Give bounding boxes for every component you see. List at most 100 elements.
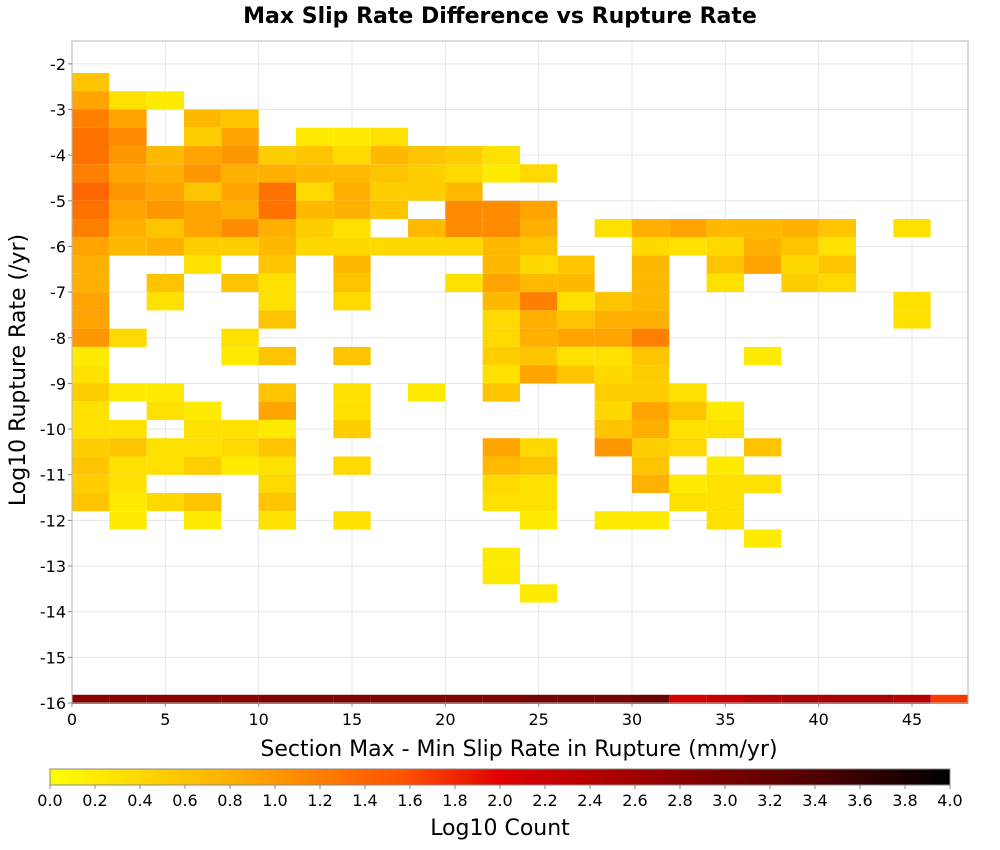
heatmap-cell [706,492,744,512]
heatmap-cell [818,694,856,704]
heatmap-cell [221,694,259,704]
heatmap-cell [781,694,819,704]
y-tick-label: -15 [40,648,66,667]
heatmap-cell [72,419,110,439]
heatmap-cell [221,419,259,439]
heatmap-cell [594,310,632,329]
heatmap-cell [296,146,334,165]
heatmap-cell [744,346,782,366]
heatmap-cell [744,255,782,274]
heatmap-cell [744,694,782,704]
heatmap-cell [744,529,782,548]
heatmap-cell [109,146,147,165]
heatmap-cell [258,182,296,201]
heatmap-cell [258,511,296,530]
heatmap-cell [669,694,707,704]
heatmap-cell [184,164,222,183]
heatmap-cell [221,146,259,165]
heatmap-cell [594,346,632,366]
heatmap-cell [184,219,222,238]
heatmap-cell [184,146,222,165]
heatmap-cell [482,566,520,585]
heatmap-cell [221,127,259,147]
heatmap-cell [258,346,296,366]
heatmap-cell [594,383,632,402]
heatmap-cell [632,328,670,347]
heatmap-cell [520,584,558,603]
heatmap-cell [594,694,632,704]
heatmap-cell [520,237,558,256]
heatmap-cell [221,328,259,347]
heatmap-cell [482,146,520,165]
heatmap-cell [482,547,520,567]
heatmap-cell [632,474,670,493]
heatmap-cell [520,292,558,311]
x-tick-label: 35 [715,710,735,729]
heatmap-cell [893,219,931,238]
heatmap-cell [482,164,520,183]
heatmap-cell [818,255,856,274]
heatmap-cell [109,419,147,439]
heatmap-cell [632,438,670,457]
heatmap-cell [72,219,110,238]
heatmap-cell [258,438,296,457]
heatmap-cell [520,456,558,475]
heatmap-cells [72,72,968,704]
heatmap-cell [333,511,371,530]
heatmap-cell [109,328,147,347]
colorbar-tick-label: 1.8 [442,791,467,810]
y-tick-label: -16 [40,694,66,713]
heatmap-cell [333,146,371,165]
heatmap-cell [333,237,371,256]
heatmap-cell [632,511,670,530]
heatmap-cell [221,346,259,366]
colorbar-tick-label: 1.0 [262,791,287,810]
colorbar-tick-label: 0.6 [172,791,197,810]
heatmap-cell [669,474,707,493]
heatmap-cell [184,456,222,475]
heatmap-cell [818,219,856,238]
heatmap-cell [482,456,520,475]
heatmap-cell [258,383,296,402]
heatmap-cell [557,694,595,704]
heatmap-cell [333,255,371,274]
heatmap-cell [333,456,371,475]
colorbar-ticks: 0.0 0.2 0.4 0.6 0.8 1.0 1.2 1.4 1.6 1.8 2.0 2.2 2.4 2… [37,785,963,810]
colorbar-tick-label: 3.2 [757,791,782,810]
heatmap-cell [557,310,595,329]
heatmap-cell [109,383,147,402]
heatmap-cell [445,694,483,704]
colorbar-tick-label: 2.2 [532,791,557,810]
heatmap-cell [520,219,558,238]
heatmap-cell [146,401,184,420]
heatmap-cell [445,273,483,293]
x-tick-label: 15 [342,710,362,729]
heatmap-cell [296,127,334,147]
heatmap-cell [72,401,110,420]
x-tick-label: 45 [902,710,922,729]
heatmap-cell [72,237,110,256]
heatmap-cell [258,164,296,183]
y-tick-label: -5 [50,192,66,211]
heatmap-cell [781,237,819,256]
heatmap-cell [109,474,147,493]
heatmap-cell [482,694,520,704]
heatmap-cell [632,383,670,402]
heatmap-cell [109,438,147,457]
heatmap-cell [72,328,110,347]
heatmap-cell [184,237,222,256]
colorbar-tick-label: 1.4 [352,791,377,810]
heatmap-cell [296,694,334,704]
heatmap-cell [445,237,483,256]
heatmap-cell [594,292,632,311]
heatmap-cell [408,694,446,704]
heatmap-cell [408,146,446,165]
heatmap-cell [72,474,110,493]
heatmap-cell [296,182,334,201]
y-tick-label: -12 [40,511,66,530]
heatmap-cell [221,237,259,256]
heatmap-cell [72,292,110,311]
heatmap-cell [184,255,222,274]
heatmap-cell [72,91,110,110]
